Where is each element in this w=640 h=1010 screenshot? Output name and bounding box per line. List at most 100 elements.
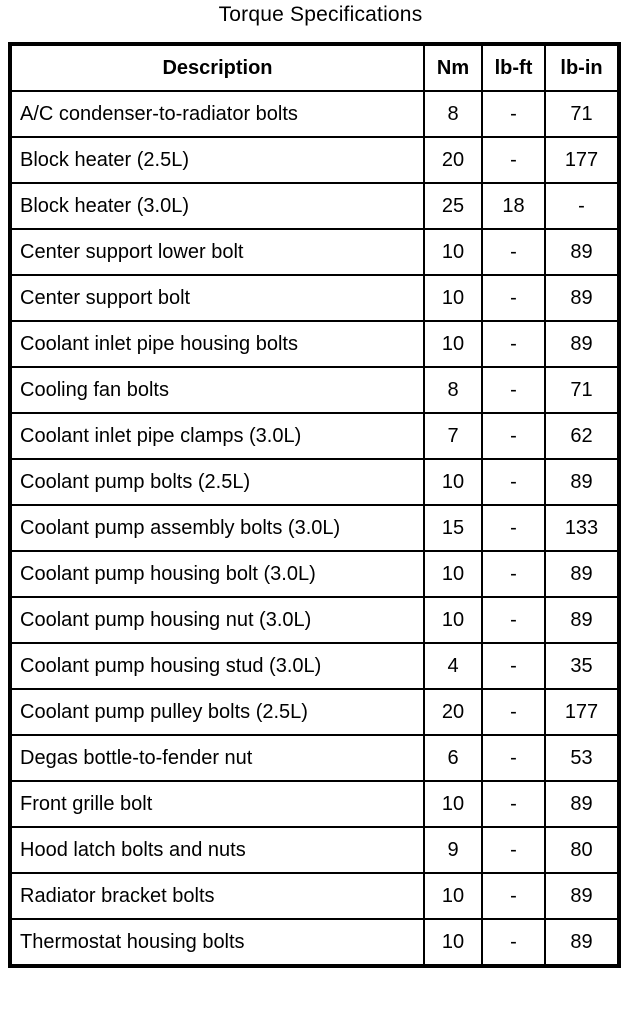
value-cell: 89 (544, 596, 620, 644)
column-header-lb-in: lb-in (544, 43, 620, 92)
value-cell: 25 (423, 182, 483, 230)
description-cell: Front grille bolt (9, 780, 425, 828)
value-cell: - (481, 872, 546, 920)
value-cell: 9 (423, 826, 483, 874)
value-cell: 89 (544, 458, 620, 506)
table-row: Coolant inlet pipe housing bolts 10-89 (9, 320, 620, 368)
table-row: Hood latch bolts and nuts 9-80 (9, 826, 620, 874)
table-row: Front grille bolt 10-89 (9, 780, 620, 828)
table-row: A/C condenser-to-radiator bolts 8-71 (9, 90, 620, 138)
table-row: Block heater (3.0L) 25 18- (9, 182, 620, 230)
torque-table-body: A/C condenser-to-radiator bolts 8-71 Block… (9, 90, 620, 967)
value-cell: 62 (544, 412, 620, 460)
description-cell: Center support lower bolt (9, 228, 425, 276)
table-row: Coolant pump assembly bolts (3.0L) 15-133 (9, 504, 620, 552)
column-header-description: Description (9, 43, 425, 92)
value-cell: - (481, 826, 546, 874)
value-cell: - (481, 550, 546, 598)
description-cell: Coolant pump housing nut (3.0L) (9, 596, 425, 644)
description-cell: Radiator bracket bolts (9, 872, 425, 920)
value-cell: - (481, 90, 546, 138)
description-cell: Center support bolt (9, 274, 425, 322)
value-cell: - (481, 688, 546, 736)
value-cell: 18 (481, 182, 546, 230)
value-cell: - (481, 274, 546, 322)
table-row: Center support bolt 10-89 (9, 274, 620, 322)
value-cell: 80 (544, 826, 620, 874)
value-cell: 53 (544, 734, 620, 782)
value-cell: 89 (544, 320, 620, 368)
value-cell: - (481, 136, 546, 184)
table-row: Block heater (2.5L) 20-177 (9, 136, 620, 184)
header-row: Description Nm lb-ft lb-in (9, 43, 620, 92)
table-row: Center support lower bolt 10-89 (9, 228, 620, 276)
table-row: Coolant pump bolts (2.5L) 10-89 (9, 458, 620, 506)
value-cell: 10 (423, 458, 483, 506)
description-cell: Coolant pump pulley bolts (2.5L) (9, 688, 425, 736)
value-cell: 89 (544, 872, 620, 920)
description-cell: Hood latch bolts and nuts (9, 826, 425, 874)
value-cell: - (481, 412, 546, 460)
value-cell: 71 (544, 366, 620, 414)
table-header: Description Nm lb-ft lb-in (9, 43, 620, 92)
table-row: Coolant pump housing stud (3.0L) 4-35 (9, 642, 620, 690)
value-cell: 35 (544, 642, 620, 690)
description-cell: Coolant pump assembly bolts (3.0L) (9, 504, 425, 552)
description-cell: Block heater (2.5L) (9, 136, 425, 184)
value-cell: 7 (423, 412, 483, 460)
value-cell: 8 (423, 90, 483, 138)
table-row: Coolant pump pulley bolts (2.5L) 20-177 (9, 688, 620, 736)
table-row: Degas bottle-to-fender nut 6-53 (9, 734, 620, 782)
column-header-lb-ft: lb-ft (481, 43, 546, 92)
table-row: Thermostat housing bolts 10-89 (9, 918, 620, 967)
value-cell: 15 (423, 504, 483, 552)
value-cell: - (481, 458, 546, 506)
value-cell: 89 (544, 274, 620, 322)
description-cell: Coolant pump bolts (2.5L) (9, 458, 425, 506)
value-cell: 10 (423, 596, 483, 644)
value-cell: - (481, 504, 546, 552)
column-header-nm: Nm (423, 43, 483, 92)
value-cell: - (481, 642, 546, 690)
description-cell: Coolant inlet pipe clamps (3.0L) (9, 412, 425, 460)
value-cell: 10 (423, 918, 483, 967)
value-cell: - (481, 320, 546, 368)
value-cell: 20 (423, 688, 483, 736)
value-cell: 8 (423, 366, 483, 414)
value-cell: 6 (423, 734, 483, 782)
value-cell: 10 (423, 550, 483, 598)
value-cell: 20 (423, 136, 483, 184)
value-cell: 71 (544, 90, 620, 138)
value-cell: - (544, 182, 620, 230)
table-row: Coolant inlet pipe clamps (3.0L) 7-62 (9, 412, 620, 460)
value-cell: 177 (544, 136, 620, 184)
value-cell: 10 (423, 228, 483, 276)
value-cell: - (481, 734, 546, 782)
description-cell: Coolant inlet pipe housing bolts (9, 320, 425, 368)
value-cell: - (481, 228, 546, 276)
description-cell: Thermostat housing bolts (9, 918, 425, 967)
table-row: Coolant pump housing bolt (3.0L) 10-89 (9, 550, 620, 598)
value-cell: - (481, 780, 546, 828)
table-row: Cooling fan bolts 8-71 (9, 366, 620, 414)
torque-specifications-table: Description Nm lb-ft lb-in A/C condenser… (8, 42, 621, 968)
value-cell: - (481, 366, 546, 414)
value-cell: 10 (423, 872, 483, 920)
value-cell: 177 (544, 688, 620, 736)
description-cell: Degas bottle-to-fender nut (9, 734, 425, 782)
page-title: Torque Specifications (218, 3, 423, 26)
table-row: Coolant pump housing nut (3.0L) 10-89 (9, 596, 620, 644)
value-cell: 10 (423, 320, 483, 368)
value-cell: 4 (423, 642, 483, 690)
description-cell: Coolant pump housing stud (3.0L) (9, 642, 425, 690)
description-cell: A/C condenser-to-radiator bolts (9, 90, 425, 138)
description-cell: Coolant pump housing bolt (3.0L) (9, 550, 425, 598)
value-cell: 89 (544, 550, 620, 598)
value-cell: 10 (423, 274, 483, 322)
value-cell: 89 (544, 918, 620, 967)
value-cell: - (481, 596, 546, 644)
description-cell: Cooling fan bolts (9, 366, 425, 414)
value-cell: 89 (544, 228, 620, 276)
description-cell: Block heater (3.0L) (9, 182, 425, 230)
table-row: Radiator bracket bolts 10-89 (9, 872, 620, 920)
